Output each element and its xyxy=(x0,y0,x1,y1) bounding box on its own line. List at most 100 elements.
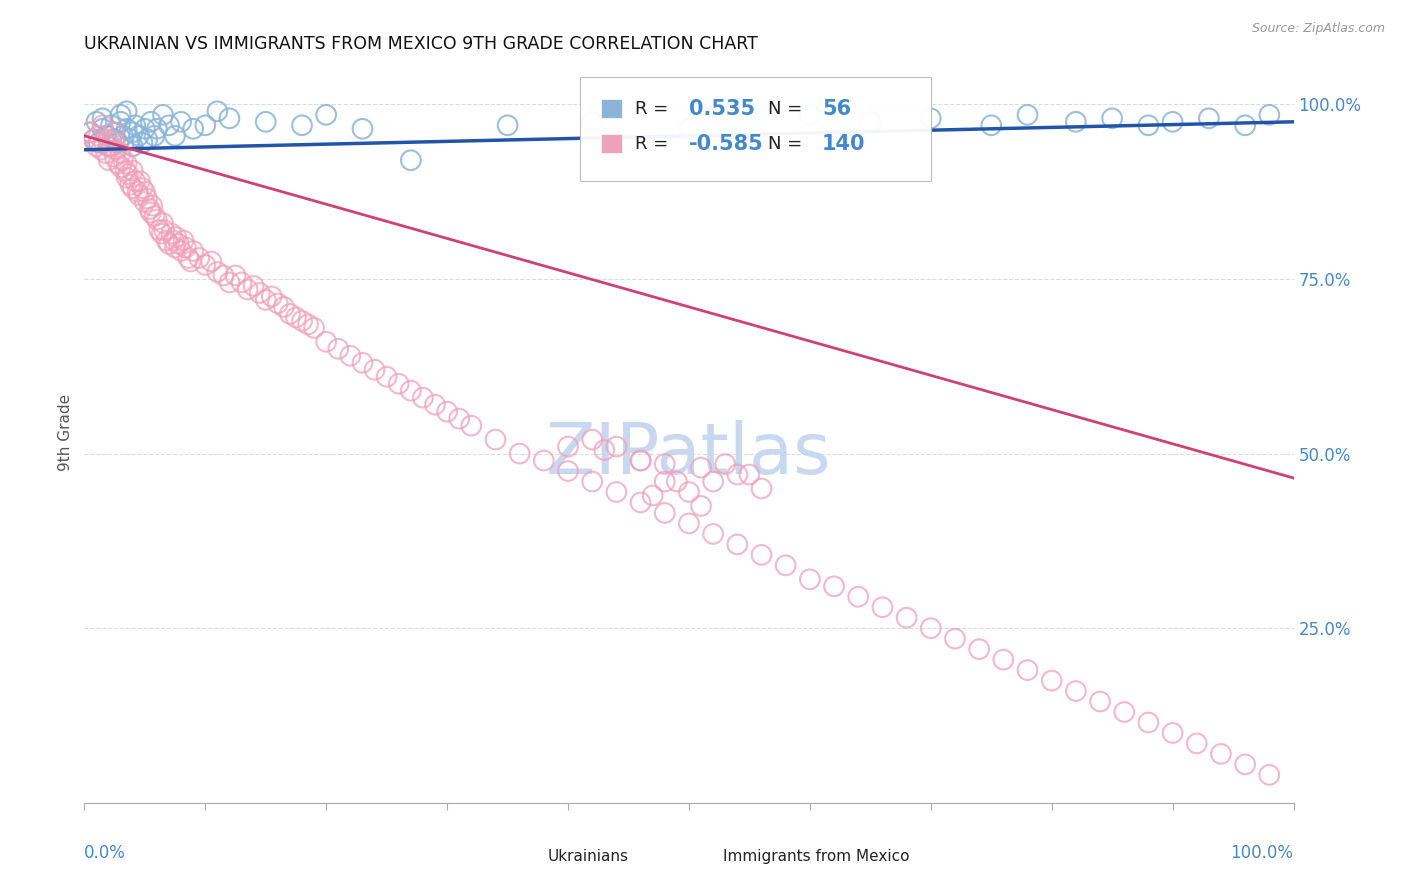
Point xyxy=(110,115,132,129)
Point xyxy=(1137,118,1160,132)
Text: Source: ZipAtlas.com: Source: ZipAtlas.com xyxy=(1251,22,1385,36)
Point xyxy=(725,467,748,482)
Point xyxy=(128,128,150,143)
Point xyxy=(194,118,217,132)
Point xyxy=(1258,108,1281,122)
Point xyxy=(97,153,120,168)
Point xyxy=(799,108,821,122)
Point xyxy=(630,453,652,467)
Point xyxy=(702,527,724,541)
Point xyxy=(91,118,114,132)
Point xyxy=(104,136,127,150)
Point xyxy=(107,136,129,150)
Point xyxy=(581,433,603,447)
Point xyxy=(139,205,162,219)
Point xyxy=(131,136,153,150)
Point xyxy=(104,150,127,164)
Point xyxy=(278,307,301,321)
Point xyxy=(112,153,135,168)
Point xyxy=(273,300,295,314)
Point xyxy=(194,258,217,272)
Point xyxy=(423,398,446,412)
FancyBboxPatch shape xyxy=(600,134,623,153)
Point xyxy=(605,440,627,454)
Point xyxy=(107,157,129,171)
Point xyxy=(188,251,211,265)
Point xyxy=(714,457,737,471)
Point xyxy=(799,572,821,586)
Point xyxy=(152,108,174,122)
Point xyxy=(170,244,193,258)
Point xyxy=(654,457,676,471)
Point xyxy=(93,136,115,150)
Point xyxy=(236,282,259,296)
Point xyxy=(94,146,117,161)
Point xyxy=(160,227,183,241)
FancyBboxPatch shape xyxy=(600,99,623,118)
Point xyxy=(1017,663,1039,677)
Point xyxy=(155,234,177,248)
Point xyxy=(124,174,146,188)
Point xyxy=(121,163,143,178)
Point xyxy=(315,108,337,122)
Point xyxy=(920,112,942,126)
Point xyxy=(388,376,411,391)
Point xyxy=(1185,736,1208,750)
Point xyxy=(79,125,101,139)
Point xyxy=(139,115,162,129)
Point xyxy=(83,132,105,146)
Point xyxy=(654,475,676,489)
Point xyxy=(231,276,253,290)
Point xyxy=(200,254,222,268)
Text: N =: N = xyxy=(768,135,801,153)
Point xyxy=(284,310,308,325)
Point xyxy=(1198,112,1220,126)
Point xyxy=(1064,684,1087,698)
Point xyxy=(121,181,143,195)
Point xyxy=(242,279,264,293)
Text: ZIPatlas: ZIPatlas xyxy=(546,420,832,490)
Text: UKRAINIAN VS IMMIGRANTS FROM MEXICO 9TH GRADE CORRELATION CHART: UKRAINIAN VS IMMIGRANTS FROM MEXICO 9TH … xyxy=(84,35,758,53)
Text: Immigrants from Mexico: Immigrants from Mexico xyxy=(723,848,910,863)
Point xyxy=(79,125,101,139)
Text: 0.535: 0.535 xyxy=(689,99,755,120)
Point xyxy=(484,433,506,447)
Point xyxy=(87,128,110,143)
Point xyxy=(1137,715,1160,730)
Point xyxy=(399,384,422,398)
Point xyxy=(630,453,652,467)
Point xyxy=(110,146,132,161)
Point xyxy=(115,157,138,171)
Point xyxy=(170,115,193,129)
Text: Ukrainians: Ukrainians xyxy=(547,848,628,863)
Point xyxy=(1209,747,1232,761)
Point xyxy=(993,652,1015,666)
Point xyxy=(449,411,471,425)
Point xyxy=(678,516,700,531)
Point xyxy=(1040,673,1063,688)
Point xyxy=(129,174,152,188)
Point xyxy=(165,230,187,244)
Text: 56: 56 xyxy=(823,99,851,120)
Text: 0.0%: 0.0% xyxy=(84,844,127,862)
Point xyxy=(775,558,797,573)
Point xyxy=(641,488,664,502)
Point xyxy=(150,227,173,241)
Point xyxy=(678,485,700,500)
Point xyxy=(207,265,229,279)
Point xyxy=(846,590,869,604)
Point xyxy=(173,234,195,248)
Point xyxy=(104,125,127,139)
Point xyxy=(267,296,290,310)
Point xyxy=(112,128,135,143)
Point xyxy=(581,475,603,489)
Point xyxy=(943,632,966,646)
Point xyxy=(291,314,314,328)
Point xyxy=(136,192,159,206)
Point xyxy=(738,467,761,482)
Point xyxy=(328,342,350,356)
Point xyxy=(121,125,143,139)
Point xyxy=(180,254,202,268)
Point xyxy=(665,475,688,489)
Point xyxy=(496,118,519,132)
